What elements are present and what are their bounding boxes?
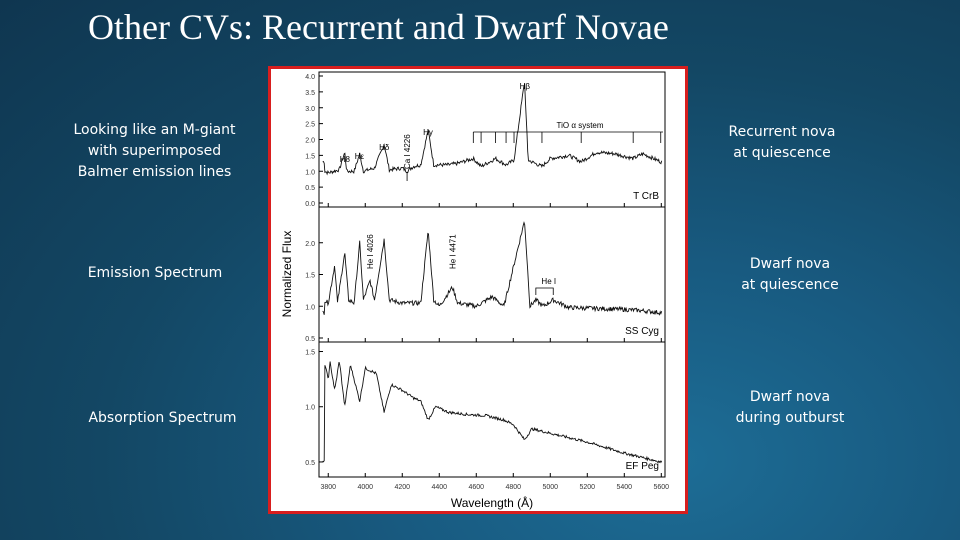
- x-tick-label: 5200: [579, 484, 595, 491]
- line-annotation: Hε: [355, 152, 365, 161]
- y-tick-label: 0.0: [305, 201, 315, 208]
- right-label-recurrent: Recurrent nova at quiescence: [728, 124, 836, 161]
- line-annotation: Hγ: [423, 128, 433, 137]
- x-axis-label: Wavelength (Å): [451, 495, 533, 510]
- y-tick-label: 1.0: [305, 169, 315, 176]
- x-tick-label: 4000: [357, 484, 373, 491]
- left-label-emission: Emission Spectrum: [87, 265, 223, 281]
- line-annotation: Hβ: [520, 82, 531, 91]
- x-tick-label: 4200: [394, 484, 410, 491]
- line-annotation: He I 4026: [366, 234, 375, 269]
- spectra-chart: 0.0 0.5 1.0 1.5 2.0 2.5 3.0 3.5 4.0 T CrB H8 Hε Hδ Ca…: [280, 71, 670, 510]
- line-annotation: TiO α system: [557, 121, 604, 130]
- y-tick-label: 0.5: [305, 460, 315, 467]
- left-label-mgiant: Looking like an M-giant with superimpose…: [73, 122, 236, 180]
- line-annotation: H8: [340, 155, 351, 164]
- line-annotation: Hδ: [379, 143, 390, 152]
- x-tick-label: 4600: [468, 484, 484, 491]
- spectra-figure: 0.0 0.5 1.0 1.5 2.0 2.5 3.0 3.5 4.0 T CrB H8 Hε Hδ Ca…: [268, 66, 688, 514]
- y-tick-label: 2.0: [305, 138, 315, 145]
- x-tick-label: 5600: [654, 484, 670, 491]
- right-label-dwarf-quiescence: Dwarf nova at quiescence: [741, 256, 839, 293]
- right-label-dwarf-outburst: Dwarf nova during outburst: [735, 389, 845, 426]
- annotation-bracket: [535, 287, 554, 295]
- y-tick-label: 3.5: [305, 90, 315, 97]
- panel-frame-1: [318, 206, 666, 343]
- line-annotation: He I: [541, 277, 556, 286]
- y-tick-label: 2.0: [305, 241, 315, 248]
- spectrum-line-ss-cyg: [322, 221, 663, 316]
- y-tick-label: 4.0: [305, 74, 315, 81]
- x-tick-label: 3800: [320, 484, 336, 491]
- y-axis-label: Normalized Flux: [280, 231, 294, 318]
- spectrum-line-ef-peg: [322, 361, 663, 464]
- x-tick-label: 5000: [542, 484, 558, 491]
- y-tick-label: 0.5: [305, 185, 315, 192]
- line-annotation: He I 4471: [448, 234, 457, 269]
- y-tick-label: 3.0: [305, 106, 315, 113]
- star-name-label: EF Peg: [626, 461, 659, 472]
- y-tick-label: 1.0: [305, 405, 315, 412]
- panel-frame-0: [318, 71, 666, 208]
- x-tick-label: 5400: [617, 484, 633, 491]
- line-annotation: Ca I 4226: [403, 134, 412, 169]
- y-tick-label: 1.5: [305, 153, 315, 160]
- slide-title: Other CVs: Recurrent and Dwarf Novae: [88, 7, 669, 47]
- star-name-label: T CrB: [633, 191, 659, 202]
- y-tick-label: 0.5: [305, 336, 315, 343]
- panel-frame-2: [318, 341, 666, 478]
- y-tick-label: 2.5: [305, 122, 315, 129]
- y-tick-label: 1.0: [305, 304, 315, 311]
- left-label-absorption: Absorption Spectrum: [88, 410, 237, 426]
- y-tick-label: 1.5: [305, 350, 315, 357]
- y-tick-label: 1.5: [305, 273, 315, 280]
- star-name-label: SS Cyg: [625, 326, 659, 337]
- x-tick-label: 4400: [431, 484, 447, 491]
- spectrum-line-t-crb: [322, 83, 663, 176]
- x-tick-label: 4800: [505, 484, 521, 491]
